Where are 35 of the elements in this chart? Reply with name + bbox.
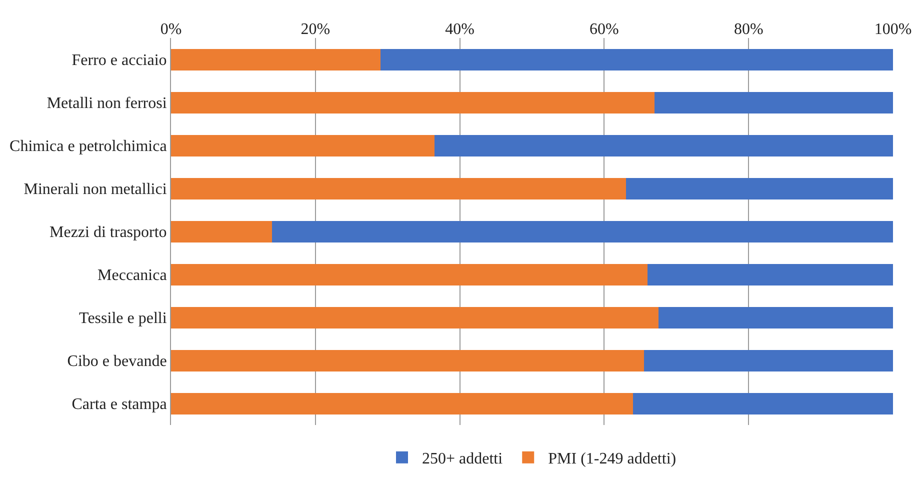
- bar: [171, 392, 634, 414]
- x-tick-label: 80%: [734, 20, 764, 38]
- bar: [434, 134, 893, 156]
- bar: [171, 306, 658, 328]
- bar: [380, 48, 893, 70]
- y-tick-label: Chimica e petrolchimica: [10, 138, 167, 156]
- y-tick-label: Meccanica: [98, 267, 167, 284]
- x-tick-label: 20%: [300, 20, 330, 38]
- bar: [171, 178, 626, 200]
- x-tick-label: 40%: [445, 20, 474, 38]
- bar: [626, 178, 893, 200]
- bar: [171, 220, 272, 242]
- bar: [644, 350, 893, 372]
- bar: [171, 350, 644, 372]
- bar: [648, 264, 893, 286]
- bar: [171, 48, 380, 70]
- bar: [654, 92, 893, 114]
- x-tick-label: 60%: [590, 20, 619, 38]
- y-tick-label: Cibo e bevande: [67, 353, 167, 370]
- legend-label: PMI (1-249 addetti): [548, 450, 676, 468]
- bar: [658, 306, 893, 328]
- bar: [272, 220, 893, 242]
- y-tick-label: Metalli non ferrosi: [46, 95, 168, 112]
- bar: [171, 264, 648, 286]
- y-tick-label: Carta e stampa: [72, 396, 167, 414]
- y-tick-label: Minerali non metallici: [24, 181, 168, 198]
- bar: [171, 134, 435, 156]
- bar: [633, 392, 893, 414]
- bar: [171, 92, 655, 114]
- x-tick-label: 100%: [874, 20, 912, 38]
- y-tick-label: Mezzi di trasporto: [50, 224, 167, 242]
- y-tick-label: Tessile e pelli: [79, 310, 168, 328]
- legend-label: 250+ addetti: [422, 450, 504, 468]
- x-tick-label: 0%: [160, 20, 182, 38]
- y-tick-label: Ferro e acciaio: [72, 52, 167, 70]
